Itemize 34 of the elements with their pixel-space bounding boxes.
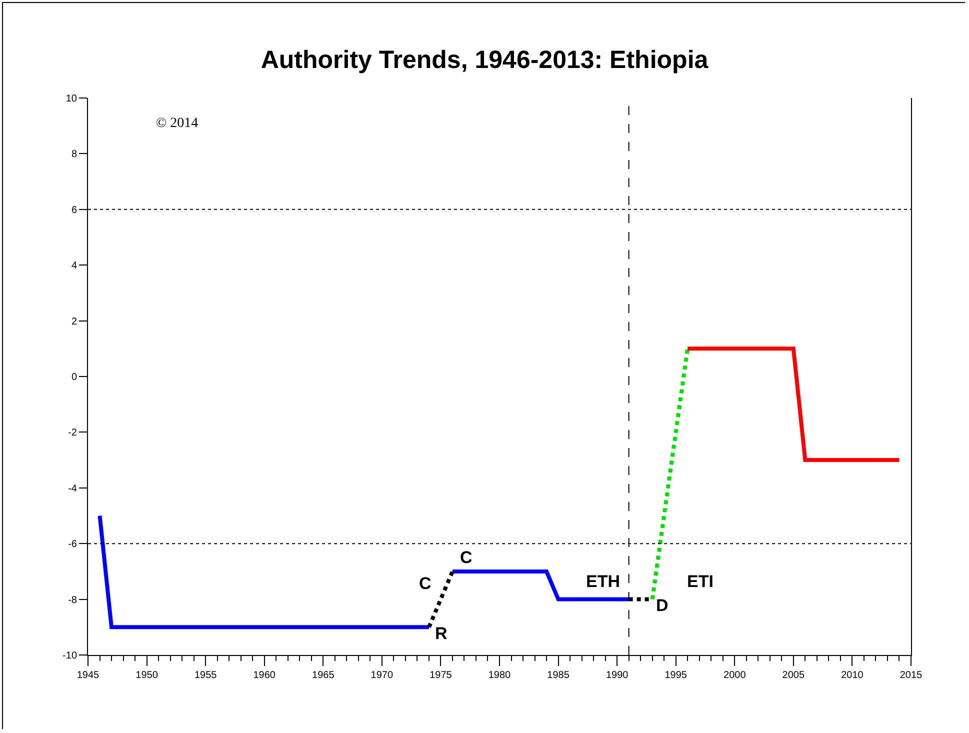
annotation: C (460, 548, 472, 567)
x-tick-label: 2010 (841, 670, 864, 681)
x-tick-label: 2005 (782, 670, 805, 681)
x-tick-label: 1960 (253, 670, 276, 681)
x-tick-label: 1965 (312, 670, 335, 681)
annotation: D (656, 596, 668, 615)
x-tick-label: 1980 (488, 670, 512, 681)
x-tick-label: 1995 (664, 670, 688, 681)
x-tick-label: 2000 (724, 670, 746, 681)
y-tick-label: 6 (71, 204, 78, 216)
annotation: ETI (687, 572, 714, 591)
y-tick-label: -10 (62, 650, 78, 662)
chart-title: Authority Trends, 1946-2013: Ethiopia (260, 46, 710, 74)
y-tick-label: 0 (71, 372, 78, 383)
x-tick-label: 1955 (194, 670, 218, 681)
y-tick-label: 8 (71, 149, 78, 160)
y-tick-label: -6 (68, 539, 78, 550)
y-tick-label: -2 (68, 428, 78, 439)
x-tick-label: 2015 (900, 670, 923, 681)
x-tick-label: 1990 (606, 670, 629, 681)
y-tick-label: -4 (68, 483, 78, 494)
annotation: ETH (586, 572, 620, 591)
x-tick-label: 1970 (370, 670, 394, 681)
x-tick-label: 1945 (76, 670, 100, 681)
x-tick-label: 1985 (547, 670, 570, 681)
y-tick-label: 10 (66, 94, 78, 104)
annotation: C (419, 574, 432, 593)
x-tick-label: 1950 (136, 670, 158, 681)
x-tick-label: 1975 (430, 670, 452, 681)
y-tick-label: 4 (71, 260, 78, 272)
annotation: R (435, 624, 448, 643)
y-tick-label: 2 (71, 316, 78, 328)
y-tick-label: -8 (68, 594, 78, 606)
annotation: © 2014 (156, 116, 198, 131)
